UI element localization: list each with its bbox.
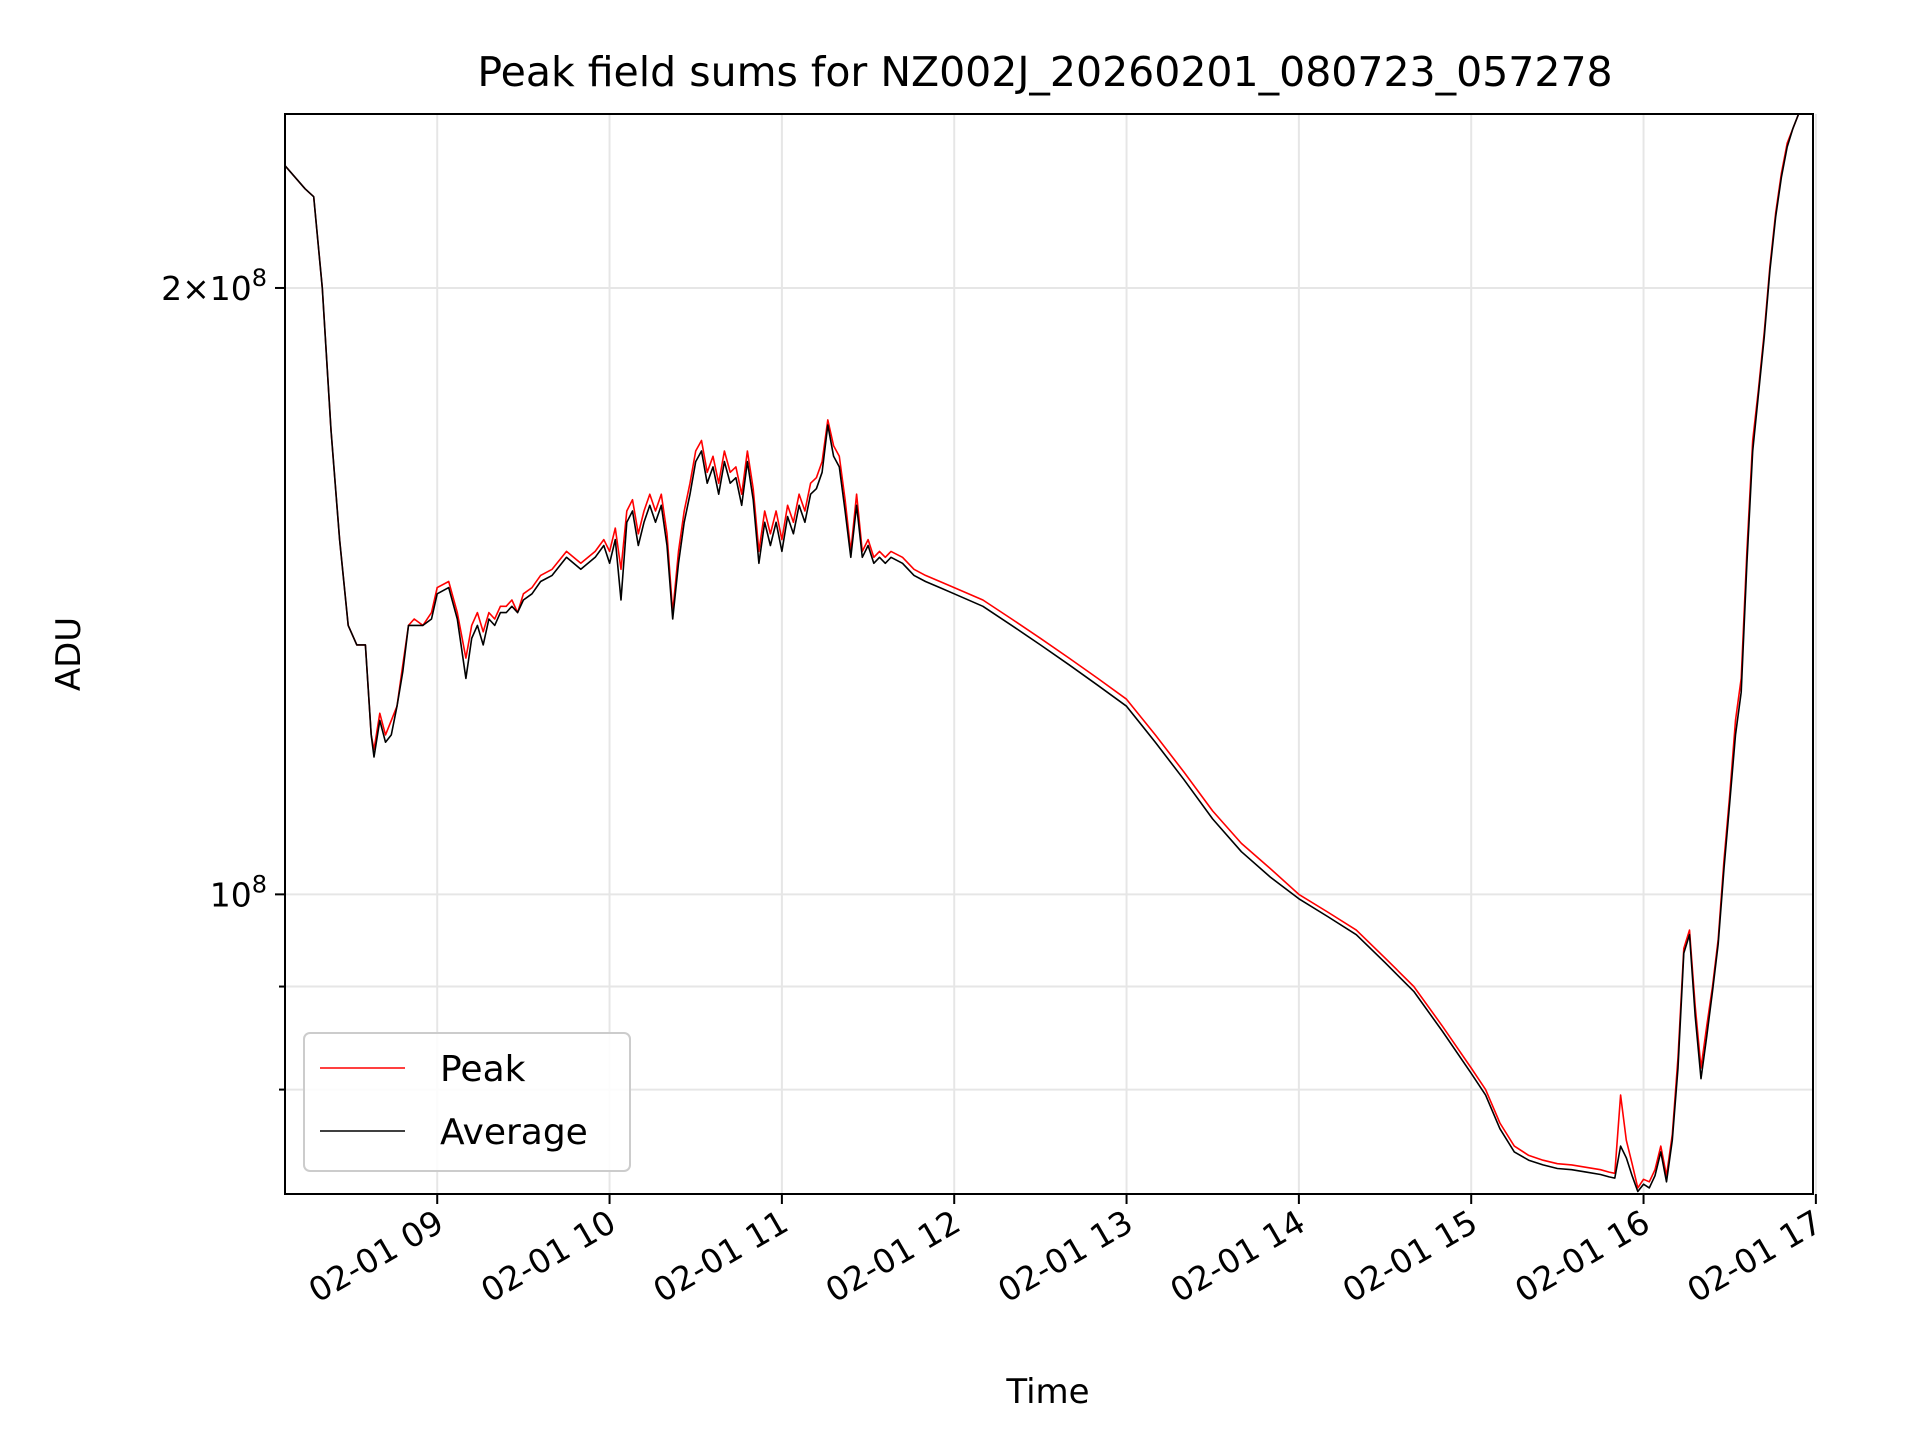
plot-area	[285, 114, 1813, 1193]
chart-title: Peak field sums for NZ002J_20260201_0807…	[477, 48, 1612, 96]
x-axis-title: Time	[1005, 1372, 1089, 1412]
series-line-average	[285, 114, 1813, 1193]
plot-frame	[284, 113, 1814, 1195]
legend-label-average: Average	[440, 1112, 588, 1153]
series-line-peak	[285, 114, 1813, 1189]
y-axis-title: ADU	[49, 617, 89, 691]
y-tick-label: 108	[210, 870, 267, 914]
y-tick-label: 2×108	[161, 264, 267, 308]
legend: Peak Average	[303, 1032, 631, 1172]
grid-lines	[285, 114, 1817, 1194]
legend-label-peak: Peak	[440, 1049, 526, 1090]
